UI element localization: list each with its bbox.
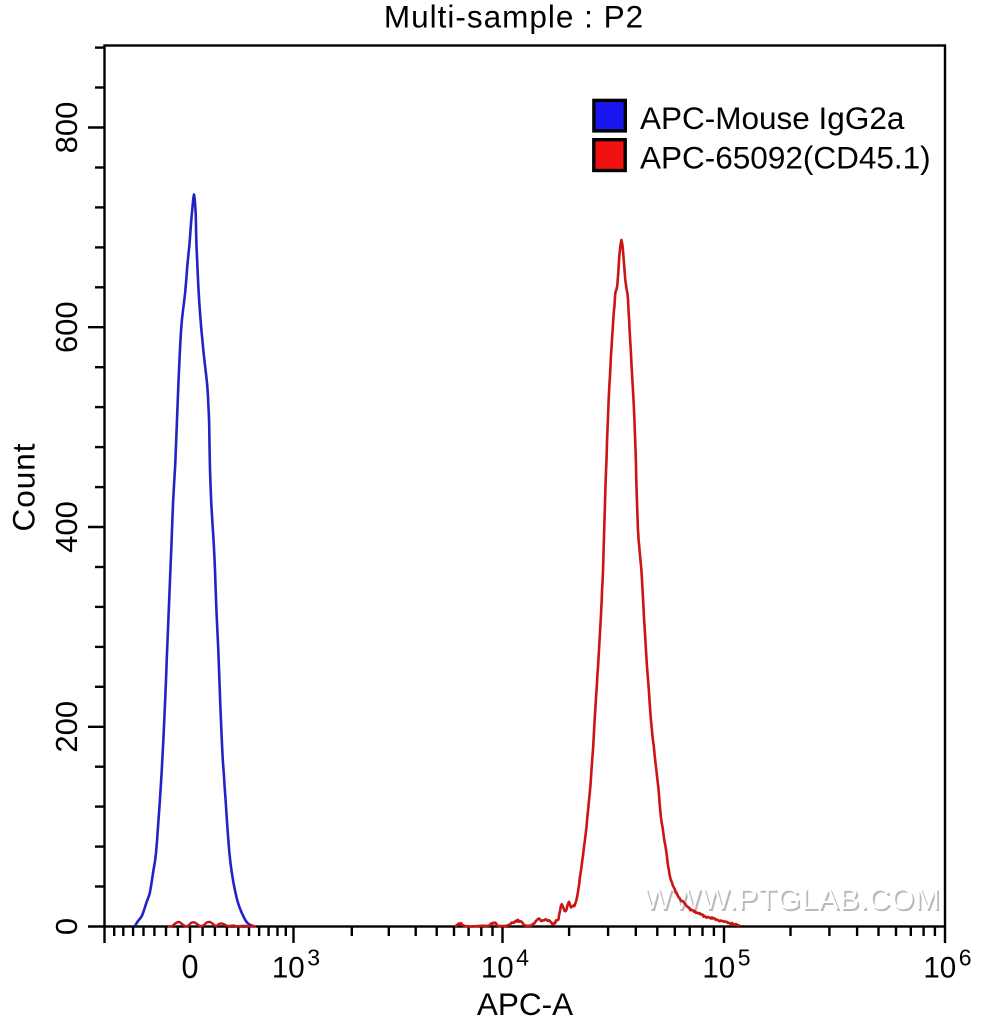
svg-text:Multi-sample : P2: Multi-sample : P2 (384, 0, 644, 35)
svg-text:5: 5 (738, 944, 751, 970)
svg-text:APC-65092(CD45.1): APC-65092(CD45.1) (640, 140, 931, 176)
svg-text:WWW.PTGLAB.COM: WWW.PTGLAB.COM (644, 883, 941, 916)
svg-text:6: 6 (959, 944, 972, 970)
svg-text:10: 10 (702, 952, 735, 985)
svg-text:0: 0 (182, 948, 199, 985)
svg-text:200: 200 (49, 701, 84, 753)
svg-text:10: 10 (923, 952, 956, 985)
svg-text:APC-Mouse IgG2a: APC-Mouse IgG2a (640, 100, 905, 136)
svg-text:10: 10 (481, 952, 514, 985)
svg-text:10: 10 (272, 952, 305, 985)
svg-text:3: 3 (307, 944, 320, 970)
svg-text:600: 600 (49, 301, 84, 353)
svg-text:4: 4 (516, 944, 529, 970)
svg-text:0: 0 (49, 918, 84, 935)
svg-text:800: 800 (49, 102, 84, 154)
svg-text:APC-A: APC-A (477, 986, 573, 1022)
svg-text:400: 400 (49, 501, 84, 553)
svg-text:Count: Count (6, 442, 42, 531)
